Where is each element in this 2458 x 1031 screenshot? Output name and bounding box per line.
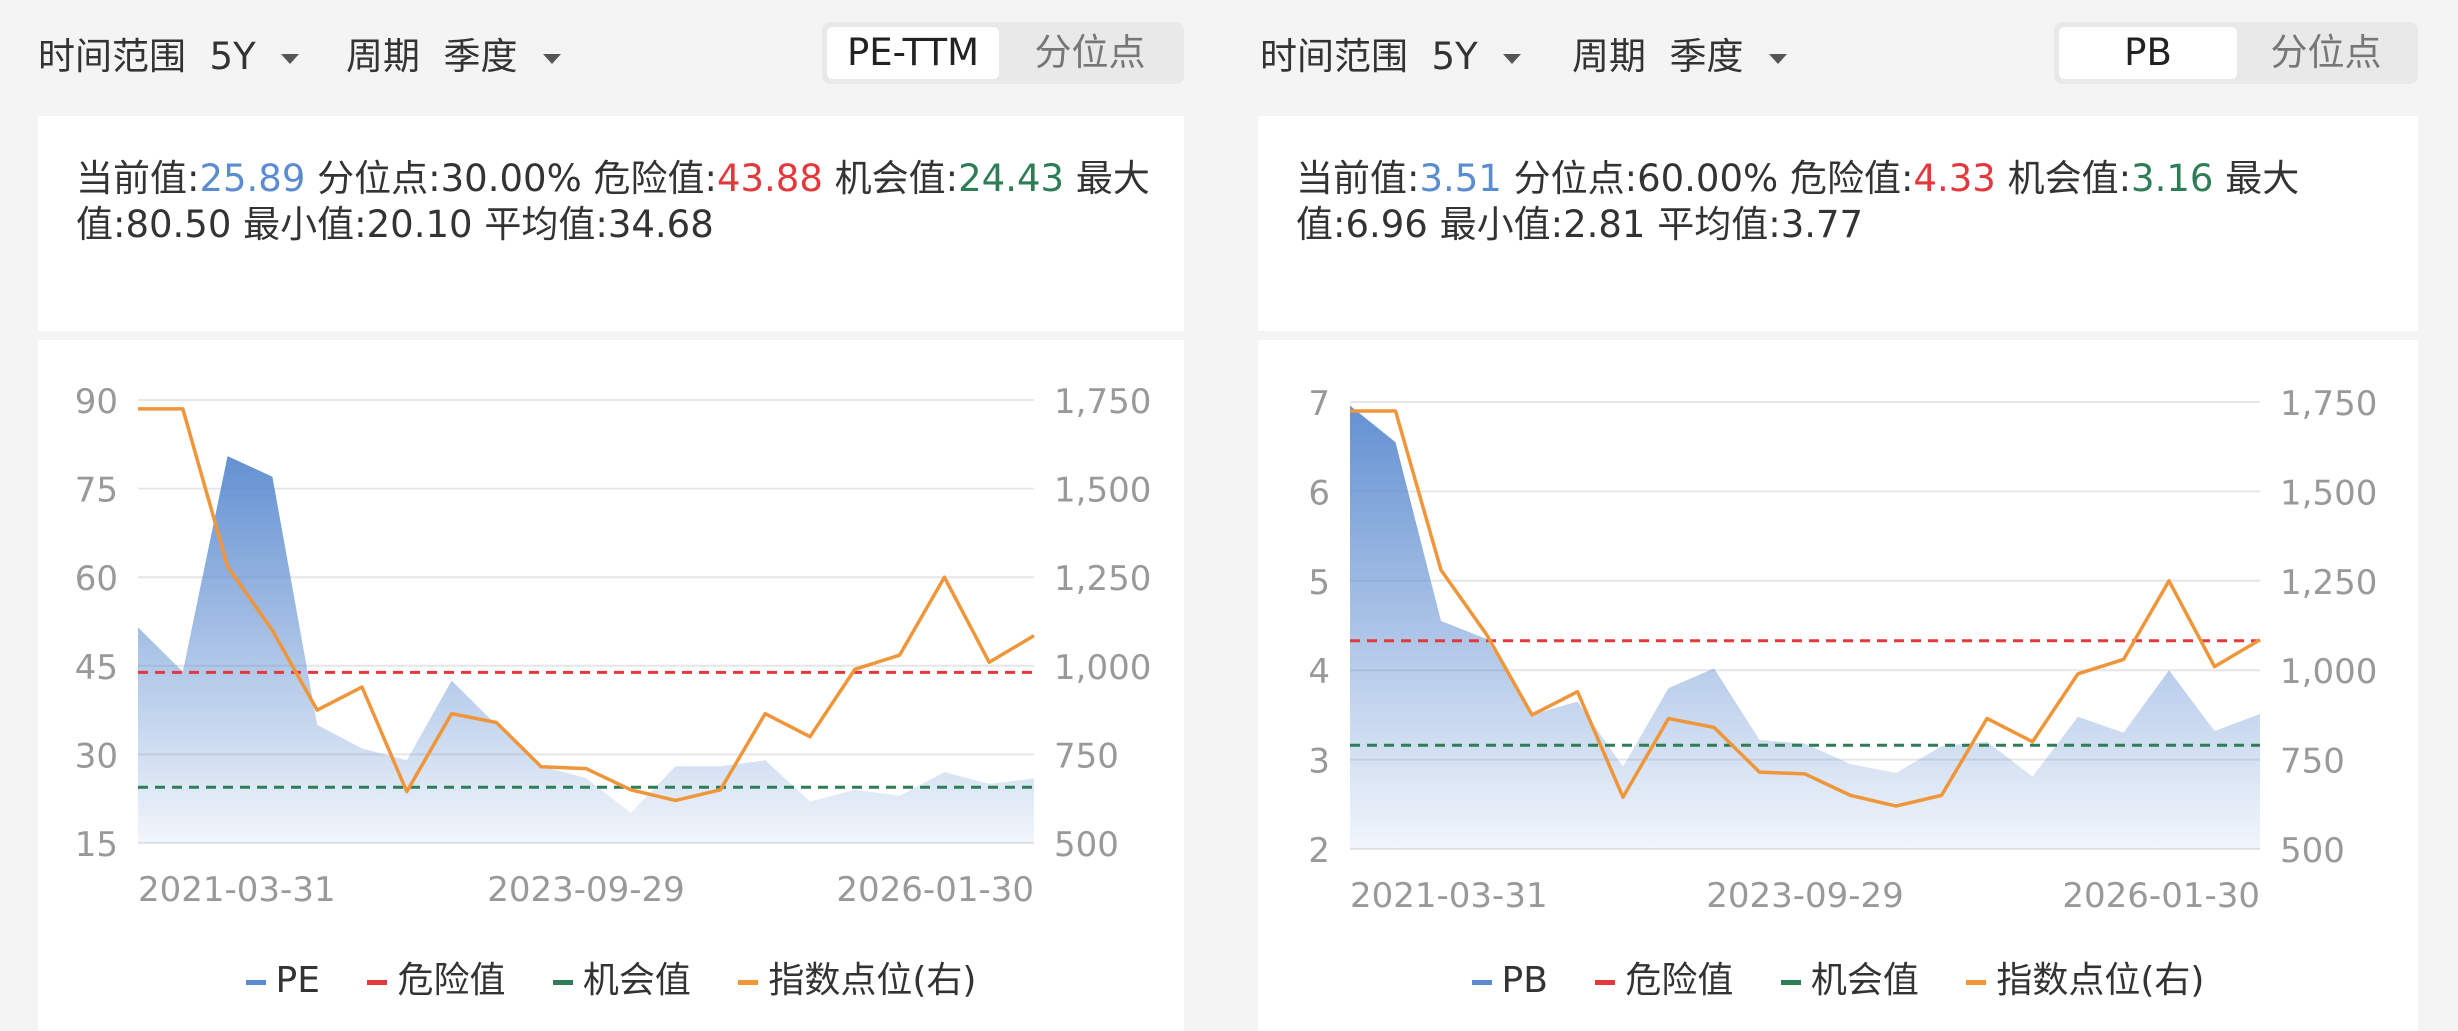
y-right-tick-label: 750 (2280, 742, 2345, 782)
min-value: 2.81 (1563, 203, 1646, 246)
x-tick-label: 2026-01-30 (2062, 876, 2260, 916)
y-right-tick-label: 1,250 (2280, 563, 2377, 603)
x-tick-label: 2021-03-31 (138, 870, 336, 910)
y-left-tick-label: 7 (1308, 384, 1330, 424)
chart-legend: PE 危险值 机会值 指数点位(右) (38, 951, 1184, 1003)
time-range-value: 5Y (209, 35, 256, 78)
period-dropdown[interactable]: 周期 季度 (346, 26, 562, 80)
y-left-tick-label: 60 (75, 559, 118, 599)
legend-item-index[interactable]: 指数点位(右) (1966, 951, 2204, 1003)
current-value: 25.89 (199, 157, 306, 200)
time-range-label: 时间范围 (38, 35, 186, 78)
x-tick-label: 2021-03-31 (1350, 876, 1548, 916)
y-left-tick-label: 75 (75, 471, 118, 511)
current-value: 3.51 (1419, 157, 1502, 200)
avg-value: 34.68 (607, 203, 714, 246)
y-left-tick-label: 45 (75, 648, 118, 688)
y-right-tick-label: 750 (1054, 736, 1119, 776)
caret-down-icon (281, 53, 300, 64)
chart-legend: PB 危险值 机会值 指数点位(右) (1258, 951, 2418, 1003)
y-right-tick-label: 500 (1054, 825, 1119, 865)
legend-item-pb[interactable]: PB (1471, 960, 1548, 1001)
caret-down-icon (543, 53, 562, 64)
area-series (138, 456, 1034, 843)
y-right-tick-label: 1,500 (2280, 473, 2377, 513)
y-right-tick-label: 1,000 (2280, 652, 2377, 692)
time-range-value: 5Y (1431, 35, 1478, 78)
period-label: 周期 (1572, 35, 1646, 78)
metric-toggle: PB 分位点 (2054, 22, 2418, 84)
avg-value: 3.77 (1780, 203, 1864, 246)
toggle-percentile[interactable]: 分位点 (2270, 31, 2382, 74)
chart-card: 90 1,750 75 1,500 60 1,250 45 1,000 30 750 15 500 20… (38, 340, 1184, 1031)
y-left-tick-label: 15 (75, 825, 118, 865)
legend-item-pe[interactable]: PE (245, 960, 320, 1001)
chart-card: 7 1,750 6 1,500 5 1,250 4 1,000 3 750 2 500 2021-03-… (1258, 340, 2418, 1031)
legend-item-opportunity[interactable]: 机会值 (1780, 951, 1919, 1003)
stats-card: 当前值:25.89 分位点:30.00% 危险值:43.88 机会值:24.43… (38, 116, 1184, 331)
percentile-value: 30.00% (440, 157, 582, 200)
y-right-tick-label: 1,000 (1054, 648, 1151, 688)
y-left-tick-label: 6 (1308, 473, 1330, 513)
pb-chart: 7 1,750 6 1,500 5 1,250 4 1,000 3 750 2 500 2021-03-… (1308, 384, 2377, 916)
period-dropdown[interactable]: 周期 季度 (1572, 26, 1788, 80)
index-line (138, 407, 1035, 803)
y-right-tick-label: 500 (2280, 831, 2345, 871)
y-right-tick-label: 1,500 (1054, 471, 1151, 511)
metric-toggle: PE-TTM 分位点 (822, 22, 1184, 84)
time-range-dropdown[interactable]: 时间范围 5Y (1260, 26, 1522, 80)
y-left-tick-label: 3 (1308, 742, 1330, 782)
y-right-tick-label: 1,250 (1054, 559, 1151, 599)
time-range-label: 时间范围 (1260, 35, 1408, 78)
toggle-pb[interactable]: PB (2059, 27, 2237, 79)
toggle-percentile[interactable]: 分位点 (1034, 31, 1146, 74)
area-series (1350, 405, 2260, 849)
pe-panel: 时间范围 5Y 周期 季度 PE-TTM 分位点 当前值:25.89 分位点:3… (0, 0, 1184, 1031)
y-right-tick-label: 1,750 (1054, 382, 1151, 422)
period-value: 季度 (443, 35, 518, 78)
y-left-tick-label: 30 (75, 736, 118, 776)
pb-panel: 时间范围 5Y 周期 季度 PB 分位点 当前值:3.51 分位点:60.00%… (1222, 0, 2418, 1031)
toggle-pe-ttm[interactable]: PE-TTM (827, 27, 999, 79)
x-tick-label: 2023-09-29 (1706, 876, 1904, 916)
legend-item-index[interactable]: 指数点位(右) (738, 951, 976, 1003)
period-value: 季度 (1669, 35, 1744, 78)
index-line (1350, 409, 2261, 808)
percentile-value: 60.00% (1637, 157, 1779, 200)
legend-item-opportunity[interactable]: 机会值 (552, 951, 691, 1003)
legend-item-danger[interactable]: 危险值 (367, 951, 505, 1003)
opportunity-value: 3.16 (2131, 157, 2214, 200)
stats-text: 当前值:25.89 分位点:30.00% 危险值:43.88 机会值:24.43… (76, 157, 1150, 246)
opportunity-value: 24.43 (958, 157, 1065, 200)
x-tick-label: 2026-01-30 (836, 870, 1034, 910)
y-left-tick-label: 5 (1308, 563, 1330, 603)
stats-card: 当前值:3.51 分位点:60.00% 危险值:4.33 机会值:3.16 最大… (1258, 116, 2418, 331)
stats-text: 当前值:3.51 分位点:60.00% 危险值:4.33 机会值:3.16 最大… (1296, 157, 2300, 246)
legend-item-danger[interactable]: 危险值 (1595, 951, 1733, 1003)
caret-down-icon (1503, 53, 1522, 64)
caret-down-icon (1769, 53, 1788, 64)
min-value: 20.10 (366, 203, 473, 246)
pe-chart: 90 1,750 75 1,500 60 1,250 45 1,000 30 750 15 500 20… (75, 382, 1152, 910)
time-range-dropdown[interactable]: 时间范围 5Y (38, 26, 300, 80)
danger-value: 43.88 (716, 157, 823, 200)
period-label: 周期 (346, 35, 420, 78)
max-value: 80.50 (125, 203, 232, 246)
y-left-tick-label: 90 (75, 382, 118, 422)
danger-value: 4.33 (1913, 157, 1996, 200)
y-right-tick-label: 1,750 (2280, 384, 2377, 424)
y-left-tick-label: 2 (1308, 831, 1330, 871)
max-value: 6.96 (1345, 203, 1428, 246)
x-tick-label: 2023-09-29 (487, 870, 685, 910)
y-left-tick-label: 4 (1308, 652, 1330, 692)
